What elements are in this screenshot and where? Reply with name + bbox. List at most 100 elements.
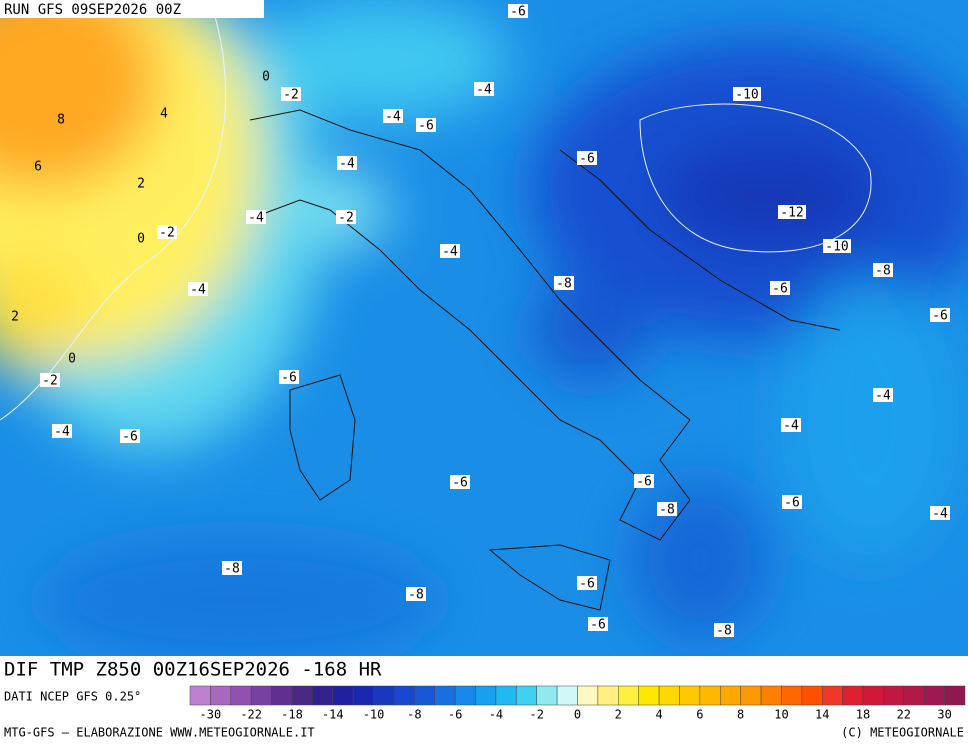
label-box: [508, 4, 528, 18]
contour-label: -4: [781, 418, 801, 434]
legend-swatch: [373, 685, 395, 706]
legend-swatch: [536, 685, 558, 706]
legend-swatch: [862, 685, 884, 706]
contour-label: -6: [770, 281, 790, 297]
contour-value: -6: [636, 475, 652, 490]
contour-value: 6: [34, 160, 42, 175]
legend-swatch: [679, 685, 701, 706]
label-box: [782, 495, 802, 509]
contour-label: -6: [588, 617, 608, 633]
contour-label: -12: [778, 205, 806, 221]
contour-value: -10: [825, 240, 848, 255]
legend-swatch: [414, 685, 435, 706]
contour-value: -6: [452, 476, 468, 491]
legend-swatch: [903, 685, 925, 706]
legend-label: 0: [574, 708, 581, 722]
label-box: [873, 263, 893, 277]
label-box: [733, 87, 761, 101]
legend-swatch: [516, 685, 537, 706]
legend-swatch: [944, 685, 966, 706]
label-box: [157, 225, 177, 239]
contour-value: -8: [224, 562, 240, 577]
legend-swatch: [250, 685, 272, 706]
contour-line: [0, 0, 227, 421]
contour-value: -2: [42, 374, 58, 389]
contour-value: -4: [442, 245, 458, 260]
legend-swatch: [801, 685, 823, 706]
label-box: [416, 118, 436, 132]
label-box: [222, 561, 242, 575]
contour-value: -2: [159, 226, 175, 241]
label-box: [474, 82, 494, 96]
contour-label: -8: [873, 263, 893, 279]
legend-swatch: [230, 685, 252, 706]
contour-label: -2: [336, 210, 356, 226]
label-box: [873, 388, 893, 402]
legend-swatch: [923, 685, 945, 706]
legend-label: -18: [281, 708, 303, 722]
contour-value: -10: [735, 88, 758, 103]
legend-label: 10: [774, 708, 788, 722]
legend-swatch: [821, 685, 843, 706]
contour-value: -4: [932, 507, 948, 522]
legend-label: 18: [856, 708, 870, 722]
legend-label: 30: [937, 708, 951, 722]
color-legend: -30 -22 -18 -14 -10 -8 -6 -4 -2 0 2 4 6 8 10 14 18 22 30: [189, 685, 966, 722]
contour-label: -8: [406, 587, 426, 603]
contour-value: -8: [556, 277, 572, 292]
legend-label: -14: [322, 708, 344, 722]
legend-swatch: [842, 685, 864, 706]
legend-swatch: [618, 685, 639, 706]
label-box: [406, 587, 426, 601]
contour-value: -4: [385, 110, 401, 125]
contour-value: -4: [783, 419, 799, 434]
source-label: DATI NCEP GFS 0.25°: [4, 690, 141, 704]
contour-label: -4: [474, 82, 494, 98]
contour-value: -4: [339, 157, 355, 172]
contour-value: -6: [590, 618, 606, 633]
contour-value: 8: [57, 113, 65, 128]
contour-label: -4: [246, 210, 266, 226]
contour-value: -4: [54, 425, 70, 440]
contour-label: -4: [440, 244, 460, 260]
contour-label: -6: [930, 308, 950, 324]
contour-value: 0: [68, 352, 76, 367]
label-box: [337, 156, 357, 170]
contour-value: -2: [283, 88, 299, 103]
contour-label: -6: [416, 118, 436, 134]
label-box: [440, 244, 460, 258]
label-box: [778, 205, 806, 219]
label-box: [120, 429, 140, 443]
legend-label: -8: [407, 708, 421, 722]
label-box: [781, 418, 801, 432]
contour-label: -8: [554, 276, 574, 292]
coastline: [488, 544, 611, 611]
label-box: [770, 281, 790, 295]
legend-swatch: [597, 685, 619, 706]
legend-label: 2: [615, 708, 622, 722]
legend-label: 6: [696, 708, 703, 722]
contour-value: -8: [659, 503, 675, 518]
contour-label: -6: [508, 4, 528, 20]
contour-label: -4: [873, 388, 893, 404]
legend-swatch: [210, 685, 232, 706]
contour-value: -4: [476, 83, 492, 98]
legend-label: 22: [897, 708, 911, 722]
contour-value: -6: [932, 309, 948, 324]
legend-swatch: [740, 685, 762, 706]
label-box: [714, 623, 734, 637]
legend-swatch: [312, 685, 334, 706]
contour-value: 2: [137, 177, 145, 192]
label-box: [383, 109, 403, 123]
legend-swatch: [658, 685, 680, 706]
legend-swatch: [781, 685, 803, 706]
legend-swatch: [556, 685, 578, 706]
contour-value: -6: [122, 430, 138, 445]
contour-label: 0: [137, 232, 145, 247]
contour-label: 2: [137, 177, 145, 192]
contour-value: -4: [248, 211, 264, 226]
footer-left: MTG-GFS — ELABORAZIONE WWW.METEOGIORNALE…: [4, 726, 315, 740]
legend-label: -4: [489, 708, 503, 722]
contour-label: -4: [337, 156, 357, 172]
